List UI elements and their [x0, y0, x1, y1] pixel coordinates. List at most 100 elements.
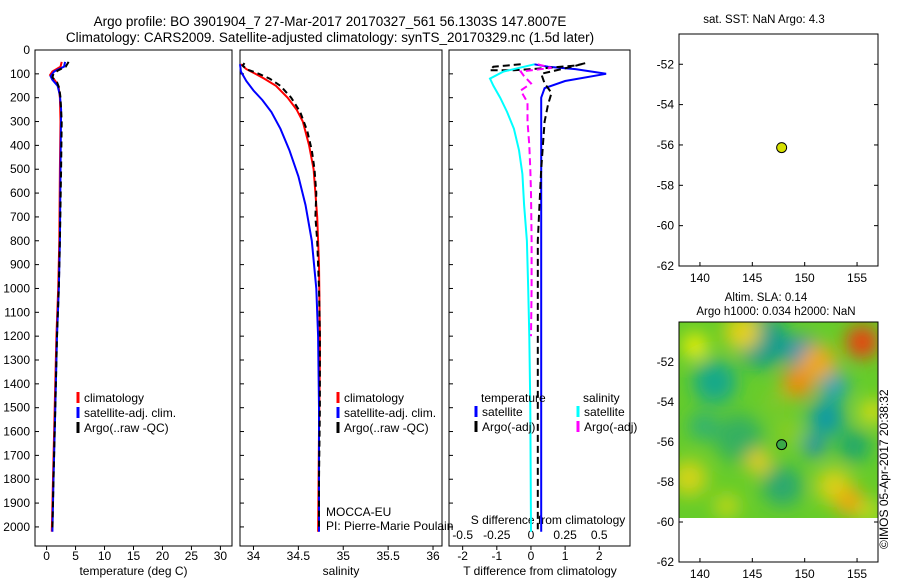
- sst_map-y-tick-label: -58: [657, 178, 675, 192]
- difference-s-axis-label: S difference from climatology: [471, 513, 626, 527]
- title-line-1: Argo profile: BO 3901904_7 27-Mar-2017 2…: [93, 14, 567, 29]
- salinity-legend-label: Argo(..raw -QC): [344, 421, 429, 435]
- difference-s-tick-label: -0.5: [452, 528, 473, 542]
- temperature-legend-label: satellite-adj. clim.: [84, 406, 176, 420]
- salinity-x-tick-label: 35.5: [376, 549, 400, 563]
- depth-tick-label: 300: [10, 115, 30, 129]
- difference-series-argoadj-temperature: [487, 62, 586, 530]
- salinity-x-tick-label: 34: [247, 549, 261, 563]
- sla-field-blob: [688, 412, 717, 440]
- temperature-plot-frame: [34, 49, 233, 547]
- depth-tick-label: 100: [10, 67, 30, 81]
- sla-field-blob: [762, 466, 803, 506]
- sla_map-y-tick-label: -52: [657, 355, 675, 369]
- salinity-series-climatology: [240, 63, 321, 532]
- temperature-x-tick-label: 20: [156, 549, 170, 563]
- sst_map-y-tick-label: -60: [657, 219, 675, 233]
- difference-series-argoadj-salinity: [518, 63, 552, 337]
- difference-t-axis-label: T difference from climatology: [463, 564, 617, 578]
- difference-plot-frame: [448, 49, 631, 547]
- sla_map-x-tick-label: 145: [742, 567, 762, 580]
- difference-x-tick-label: -1: [491, 549, 502, 563]
- temperature-x-tick-label: 5: [72, 549, 79, 563]
- depth-tick-label: 0: [23, 43, 30, 57]
- platform-label: MOCCA-EU: [326, 505, 391, 519]
- sla-field-blobs: [679, 322, 878, 518]
- sla_map-x-tick-label: 155: [847, 567, 867, 580]
- salinity-x-tick-label: 35: [337, 549, 351, 563]
- temperature-x-axis-label: temperature (deg C): [79, 564, 187, 578]
- sla_map-y-tick-label: -58: [657, 475, 675, 489]
- sla_map-x-tick-label: 150: [795, 567, 815, 580]
- depth-tick-label: 500: [10, 162, 30, 176]
- sla_map-y-tick-label: -54: [657, 395, 675, 409]
- salinity-plot-frame: [239, 49, 443, 547]
- difference-x-tick-label: 1: [562, 549, 569, 563]
- temperature-series-argorawqc: [51, 61, 70, 530]
- sla-field-blob: [724, 322, 761, 350]
- sla-field-blob: [836, 488, 865, 516]
- depth-tick-label: 200: [10, 91, 30, 105]
- sla-field-blob: [860, 400, 878, 424]
- sst-float-marker: [776, 142, 788, 154]
- sla-field: [679, 322, 878, 518]
- sst_map-x-tick-label: 150: [795, 271, 815, 285]
- difference-s-tick-label: 0.5: [591, 528, 608, 542]
- temperature-x-tick-label: 10: [98, 549, 112, 563]
- depth-tick-label: 1000: [3, 281, 30, 295]
- difference-x-tick-label: 2: [596, 549, 603, 563]
- sst_map-x-tick-label: 140: [690, 271, 710, 285]
- difference-legend-temperature-header: temperature: [481, 391, 546, 405]
- title-line-2: Climatology: CARS2009. Satellite-adjuste…: [65, 30, 595, 45]
- salinity-series-satelliteadjclim: [239, 64, 320, 532]
- difference-legend-salinity-header: salinity: [583, 391, 620, 405]
- sst_map-y-tick-label: -62: [657, 259, 675, 273]
- sst_map-y-tick-label: -54: [657, 98, 675, 112]
- sla-field-blob: [808, 400, 845, 436]
- sla-field-blob: [774, 418, 803, 446]
- difference-x-tick-label: 0: [528, 549, 535, 563]
- sst-map-title: sat. SST: NaN Argo: 4.3: [703, 14, 824, 26]
- temperature-x-tick-label: 30: [214, 549, 228, 563]
- sst_map-y-tick-label: -56: [657, 138, 675, 152]
- depth-tick-label: 1800: [3, 472, 30, 486]
- temperature-x-tick-label: 15: [127, 549, 141, 563]
- sla-map-title-1: Altim. SLA: 0.14: [725, 292, 808, 304]
- sla_map-y-tick-label: -60: [657, 515, 675, 529]
- salinity-x-tick-label: 34.5: [287, 549, 311, 563]
- sla-field-blob: [762, 390, 787, 414]
- difference-s-tick-label: 0.25: [553, 528, 577, 542]
- sla_map-x-tick-label: 140: [690, 567, 710, 580]
- depth-tick-label: 1600: [3, 425, 30, 439]
- salinity-x-axis-label: salinity: [323, 564, 360, 578]
- sla-field-blob: [714, 414, 763, 462]
- sla-field-blob: [858, 500, 878, 518]
- sla-field-blob: [838, 430, 871, 462]
- sst_map-x-tick-label: 145: [742, 271, 762, 285]
- sla-field-blob: [846, 326, 878, 358]
- depth-tick-label: 1700: [3, 448, 30, 462]
- depth-tick-label: 400: [10, 138, 30, 152]
- sla-field-blob: [820, 372, 849, 400]
- difference-legend-salinity-label: Argo(-adj): [584, 420, 637, 434]
- pi-label: PI: Pierre-Marie Poulain: [326, 519, 453, 533]
- sla_map-y-tick-label: -56: [657, 435, 675, 449]
- difference-x-tick-label: -2: [457, 549, 468, 563]
- salinity-legend-label: climatology: [344, 391, 404, 405]
- sla-float-marker: [776, 439, 788, 451]
- depth-tick-label: 1100: [4, 305, 30, 319]
- sla-field-blob: [714, 494, 739, 518]
- depth-tick-label: 1300: [3, 353, 30, 367]
- salinity-x-tick-label: 36: [426, 549, 440, 563]
- sla-field-blob: [692, 360, 737, 404]
- sla-field-blob: [679, 460, 707, 496]
- sla-field-blob: [682, 334, 707, 358]
- difference-legend-salinity-label: satellite: [584, 405, 625, 419]
- temperature-x-tick-label: 25: [185, 549, 199, 563]
- depth-tick-label: 600: [10, 186, 30, 200]
- sla-field-blob: [800, 344, 837, 380]
- depth-tick-label: 1200: [3, 329, 30, 343]
- difference-s-tick-label: -0.25: [483, 528, 511, 542]
- sla-field-blob: [746, 450, 771, 474]
- difference-legend-temperature-label: Argo(-adj): [482, 420, 535, 434]
